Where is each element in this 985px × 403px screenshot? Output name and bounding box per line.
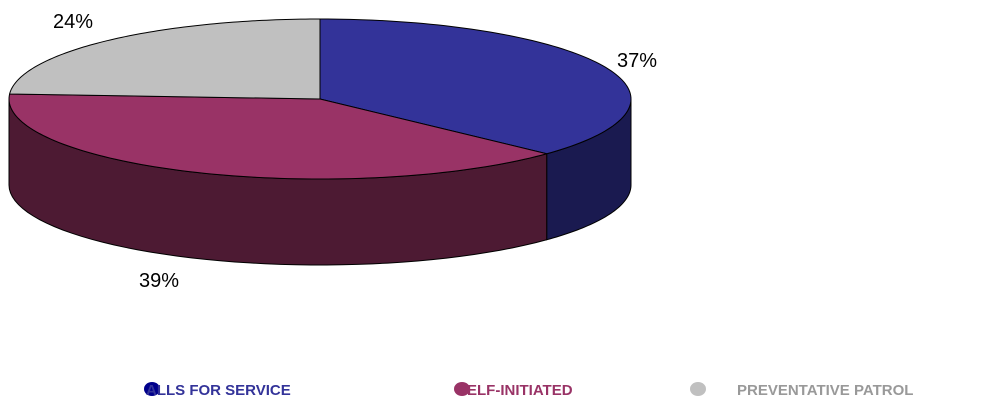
legend-marker-preventative-patrol bbox=[690, 382, 706, 396]
data-label-preventative-patrol: 24% bbox=[53, 11, 93, 33]
legend-item-calls-for-service: ALLS FOR SERVICE bbox=[144, 382, 291, 399]
legend-item-preventative-patrol: PREVENTATIVE PATROL bbox=[690, 382, 913, 399]
legend: ALLS FOR SERVICE SELF-INITIATED PREVENTATI… bbox=[144, 382, 913, 399]
pie-slice-calls-for-service bbox=[319, 18, 632, 155]
legend-marker-calls-for-service bbox=[144, 382, 160, 396]
pie-side-walls bbox=[8, 98, 632, 266]
pie-data-labels: 37% 39% 24% bbox=[53, 11, 657, 292]
data-label-calls-for-service: 37% bbox=[617, 50, 657, 72]
pie-slice-self-initiated bbox=[8, 93, 548, 180]
legend-label-preventative-patrol: PREVENTATIVE PATROL bbox=[737, 382, 913, 399]
legend-label-calls-for-service: ALLS FOR SERVICE bbox=[146, 382, 291, 399]
data-label-self-initiated: 39% bbox=[139, 270, 179, 292]
legend-label-self-initiated: SELF-INITIATED bbox=[457, 382, 573, 399]
pie-top-faces bbox=[8, 18, 632, 180]
legend-item-self-initiated: SELF-INITIATED bbox=[454, 382, 573, 399]
legend-marker-self-initiated bbox=[454, 382, 470, 396]
pie-slice-preventative-patrol bbox=[9, 18, 321, 100]
